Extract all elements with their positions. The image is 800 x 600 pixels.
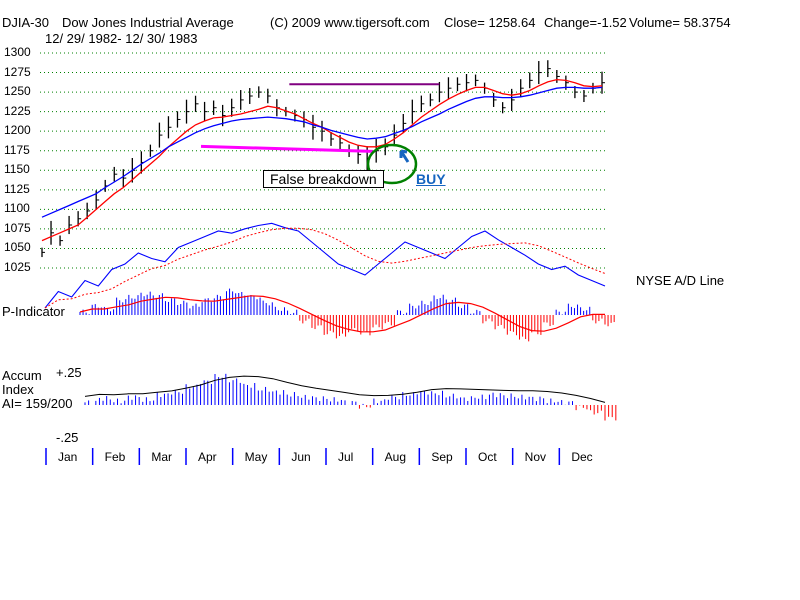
y-tick-label: 1200 — [4, 123, 31, 138]
moving-average-red — [41, 78, 603, 242]
index-label: Index — [2, 382, 34, 397]
month-label: Jan — [58, 450, 78, 464]
month-label: Mar — [151, 450, 172, 464]
p-indicator-label: P-Indicator — [2, 304, 65, 319]
accum-top-tick: +.25 — [56, 365, 82, 380]
y-tick-label: 1075 — [4, 220, 31, 235]
ticker: DJIA-30 — [2, 15, 49, 30]
y-tick-label: 1300 — [4, 45, 31, 59]
accum-index-average — [84, 375, 606, 403]
buy-signal-label: BUY — [416, 171, 446, 187]
accum-bottom-tick: -.25 — [56, 430, 79, 445]
month-label: Oct — [478, 450, 497, 464]
false-breakdown-circle — [366, 143, 418, 185]
month-label: Dec — [571, 450, 593, 464]
y-tick-label: 1125 — [4, 181, 30, 196]
moving-average-blue — [41, 86, 603, 218]
y-tick-label: 1275 — [4, 64, 31, 79]
volume-value: Volume= 58.3754 — [629, 15, 731, 30]
ad-line — [44, 222, 606, 309]
close-value: Close= 1258.64 — [444, 15, 536, 30]
month-label: Nov — [524, 450, 546, 464]
y-tick-label: 1100 — [4, 201, 30, 216]
change-value: Change=-1.52 — [544, 15, 627, 30]
y-tick-label: 1150 — [4, 162, 30, 177]
month-label: Jul — [338, 450, 354, 464]
ad-line-label: NYSE A/D Line — [636, 273, 725, 288]
month-label: Aug — [384, 450, 407, 464]
copyright: (C) 2009 www.tigersoft.com — [270, 15, 430, 30]
support-line — [200, 144, 373, 153]
month-label: Feb — [104, 450, 126, 464]
buy-arrow-icon — [399, 149, 410, 163]
y-tick-label: 1225 — [4, 103, 31, 118]
p-indicator-average — [79, 295, 605, 333]
y-tick-label: 1175 — [4, 142, 30, 157]
date-range: 12/ 29/ 1982- 12/ 30/ 1983 — [45, 31, 198, 46]
ai-label: AI= 159/200 — [2, 396, 73, 411]
y-tick-label: 1025 — [4, 260, 31, 274]
month-label: Jun — [291, 450, 311, 464]
month-label: Sep — [431, 450, 453, 464]
y-tick-label: 1250 — [4, 84, 31, 99]
ad-line-average — [44, 227, 606, 309]
false-breakdown-label: False breakdown — [263, 170, 384, 188]
month-label: Apr — [198, 450, 217, 464]
accum-label: Accum — [2, 368, 42, 383]
month-label: May — [244, 450, 268, 464]
y-tick-label: 1050 — [4, 240, 31, 255]
index-name: Dow Jones Industrial Average — [62, 15, 234, 30]
